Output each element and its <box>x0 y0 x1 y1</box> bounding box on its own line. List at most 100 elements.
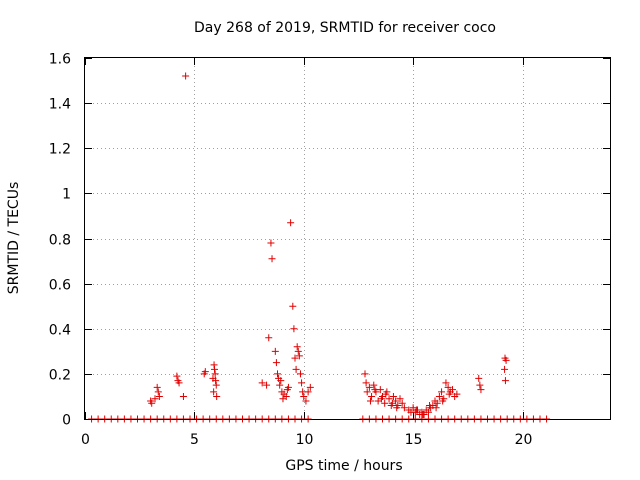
y-tick-label: 1.4 <box>49 97 71 113</box>
grid <box>85 58 610 419</box>
data-point <box>361 370 369 378</box>
data-point <box>366 397 374 405</box>
data-point <box>292 365 300 373</box>
data-point <box>398 399 406 407</box>
data-point <box>293 343 301 351</box>
x-tick-label: 10 <box>296 432 314 448</box>
axis-ticks <box>85 58 610 420</box>
data-point <box>173 372 181 380</box>
x-tick-label: 5 <box>190 432 199 448</box>
data-point <box>445 390 453 398</box>
data-point <box>300 392 308 400</box>
data-point <box>424 408 432 416</box>
data-point <box>154 388 162 396</box>
data-point <box>213 392 221 400</box>
data-point <box>477 386 485 394</box>
data-point <box>200 370 208 378</box>
y-tick-label: 0 <box>62 413 71 429</box>
y-tick-label: 0.6 <box>49 278 71 294</box>
data-point <box>274 370 281 378</box>
data-point <box>151 395 159 403</box>
data-point <box>377 395 385 403</box>
data-point <box>211 365 218 373</box>
data-point <box>287 219 295 227</box>
y-tick-label: 0.2 <box>49 368 71 384</box>
data-point <box>363 388 371 396</box>
data-point <box>298 379 306 387</box>
data-point <box>433 399 441 407</box>
data-point <box>501 377 509 385</box>
data-point <box>306 383 314 391</box>
x-tick-label: 0 <box>81 432 90 448</box>
data-point <box>381 399 389 407</box>
data-point <box>272 359 280 367</box>
data-point <box>475 374 483 382</box>
data-point <box>419 410 427 418</box>
data-point <box>371 386 379 394</box>
data-point <box>476 381 484 389</box>
data-point <box>276 381 284 389</box>
data-point <box>291 354 299 362</box>
data-point <box>263 381 271 389</box>
data-point <box>212 381 220 389</box>
x-tick-label: 20 <box>515 432 533 448</box>
data-point <box>290 325 298 333</box>
tick-labels: 0 0.2 0.4 0.6 0.8 1 1.2 1.4 1.6 0 5 10 15 20 <box>49 52 533 449</box>
data-point <box>385 395 393 403</box>
data-point <box>279 395 287 403</box>
data-point <box>438 388 446 396</box>
data-points <box>88 72 551 423</box>
data-point <box>277 377 285 385</box>
data-point <box>211 370 219 378</box>
y-tick-label: 1.6 <box>49 52 71 68</box>
data-point <box>155 392 163 400</box>
data-point <box>393 404 401 412</box>
plot-frame <box>84 57 611 420</box>
data-point <box>396 395 404 403</box>
y-tick-label: 1.2 <box>49 142 71 158</box>
data-point <box>362 379 370 387</box>
data-point <box>370 381 378 389</box>
data-point <box>442 379 450 387</box>
data-point <box>302 397 310 405</box>
data-point <box>280 390 288 398</box>
data-point <box>296 370 304 378</box>
data-point <box>265 334 273 342</box>
data-point <box>432 404 440 412</box>
data-point <box>267 239 275 247</box>
data-point <box>179 392 187 400</box>
data-point <box>426 401 434 409</box>
data-point <box>389 392 397 400</box>
y-tick-label: 1 <box>62 187 71 203</box>
data-point <box>175 379 183 387</box>
data-point <box>382 390 390 398</box>
data-point <box>295 352 303 360</box>
data-point <box>271 347 279 355</box>
y-tick-label: 0.4 <box>49 323 71 339</box>
data-point <box>444 383 452 391</box>
data-point <box>502 356 510 364</box>
data-point <box>283 386 291 394</box>
data-point <box>412 406 420 414</box>
data-point <box>289 302 297 310</box>
data-point <box>304 388 312 396</box>
x-axis-label: GPS time / hours <box>285 458 402 474</box>
data-point <box>210 388 218 396</box>
data-point <box>148 399 156 407</box>
x-tick-label: 15 <box>405 432 423 448</box>
y-axis-label: SRMTID / TECUs <box>6 182 22 295</box>
data-point <box>153 383 161 391</box>
data-point <box>258 379 266 387</box>
y-tick-label: 0.8 <box>49 233 71 249</box>
data-point <box>453 390 461 398</box>
chart-title: Day 268 of 2019, SRMTID for receiver coc… <box>194 20 496 36</box>
data-point <box>368 392 376 400</box>
data-point <box>501 365 509 373</box>
data-point <box>268 255 276 263</box>
data-point <box>182 72 190 80</box>
data-point <box>388 399 396 407</box>
data-point <box>439 397 447 405</box>
data-point <box>449 386 456 394</box>
data-point <box>435 392 443 400</box>
